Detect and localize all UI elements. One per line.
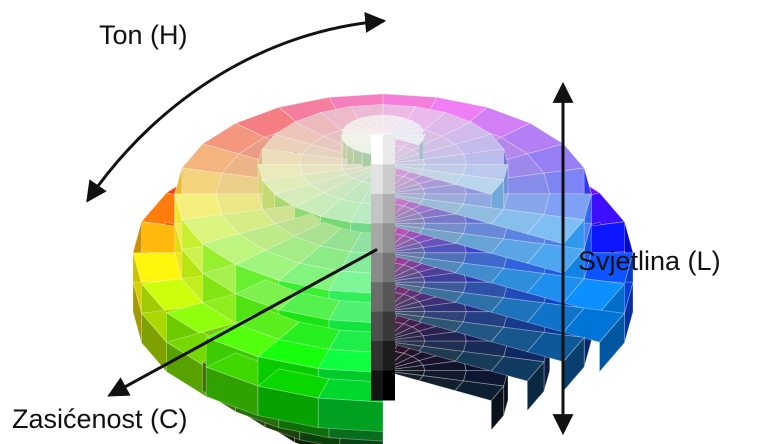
neutral-axis-block xyxy=(371,341,383,371)
chroma-arrow-icon xyxy=(107,248,378,397)
neutral-axis-block xyxy=(371,252,383,283)
hue-arrow-icon xyxy=(86,11,387,203)
neutral-axis-block xyxy=(371,311,383,342)
solid-side-block xyxy=(526,360,545,412)
neutral-axis-block xyxy=(383,341,395,371)
neutral-axis-block xyxy=(371,370,383,401)
neutral-axis-block xyxy=(371,164,383,195)
solid-side-block xyxy=(317,397,384,433)
neutral-axis-block xyxy=(383,311,395,342)
neutral-axis-block xyxy=(383,193,395,224)
neutral-axis-block xyxy=(383,164,395,195)
neutral-axis-block xyxy=(371,193,383,224)
neutral-axis-block xyxy=(383,135,395,165)
solid-top-block xyxy=(382,117,414,136)
solid-top-block xyxy=(382,120,421,136)
neutral-axis-block xyxy=(383,282,395,313)
hue-label: Ton (H) xyxy=(99,20,188,50)
neutral-axis-block xyxy=(383,223,395,254)
neutral-axis-block xyxy=(383,370,395,401)
solid-top-block xyxy=(382,124,424,136)
neutral-axis-block xyxy=(371,135,383,165)
neutral-axis-block xyxy=(383,252,395,283)
lch-color-solid xyxy=(132,93,634,444)
neutral-axis-block xyxy=(371,223,383,254)
solid-side-block xyxy=(599,312,625,373)
solid-side-block xyxy=(490,385,505,432)
neutral-axis-block xyxy=(371,282,383,313)
chroma-label: Zasićenost (C) xyxy=(12,404,188,434)
lightness-label: Svjetlina (L) xyxy=(578,246,721,276)
